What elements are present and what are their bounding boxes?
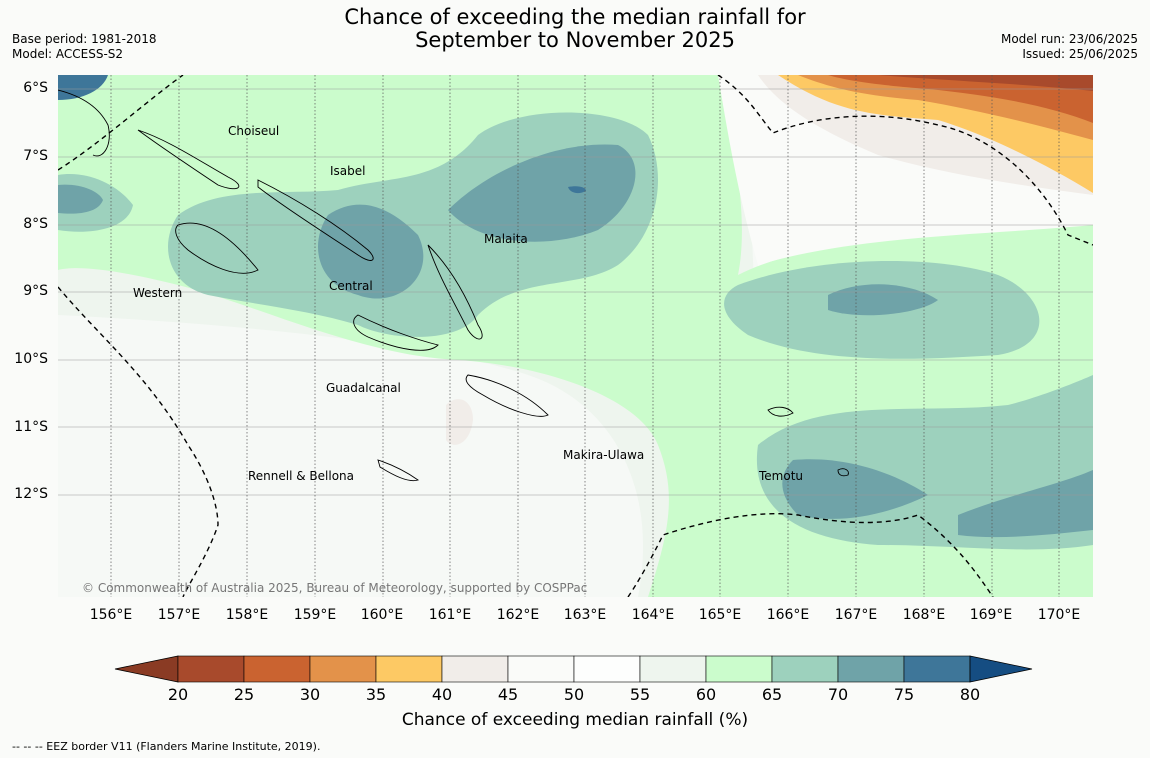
base-period: Base period: 1981-2018	[12, 32, 157, 46]
bougainville-coast	[58, 89, 110, 157]
lat-grid	[58, 88, 1093, 496]
eez-border	[58, 75, 1093, 597]
lon-label: 167°E	[834, 607, 878, 623]
colorbar-title: Chance of exceeding median rainfall (%)	[401, 710, 749, 730]
lon-grid	[110, 75, 1060, 597]
lon-label: 159°E	[293, 607, 337, 623]
band-75-80-malaita	[568, 186, 586, 194]
lon-label: 157°E	[157, 607, 201, 623]
colorbar-cell	[243, 655, 311, 683]
colorbar-over-arrow	[969, 655, 1033, 683]
lat-label: 8°S	[23, 216, 48, 232]
lon-label: 158°E	[225, 607, 269, 623]
band-70-75-west	[58, 184, 103, 214]
place-label: Choiseul	[228, 124, 280, 138]
map-title-line1: Chance of exceeding the median rainfall …	[344, 5, 806, 29]
isabel-coast	[257, 179, 374, 261]
colorbar-tick-label: 70	[827, 685, 849, 704]
choiseul-coast	[137, 129, 240, 190]
band-40-45-south	[446, 399, 473, 445]
band-70-75-central	[318, 204, 424, 299]
lon-label: 161°E	[428, 607, 472, 623]
band-20-25	[878, 75, 1093, 91]
colorbar-tick-label: 35	[365, 685, 387, 704]
eez-footnote: -- -- -- EEZ border V11 (Flanders Marine…	[12, 740, 321, 753]
place-label: Rennell & Bellona	[248, 469, 355, 483]
rainfall-map	[58, 75, 1093, 597]
colorbar-tick-label: 75	[893, 685, 915, 704]
colorbar-cell	[903, 655, 971, 683]
colorbar-tick-label: 20	[167, 685, 189, 704]
colorbar-cell	[771, 655, 839, 683]
santa-cruz-coast	[767, 406, 794, 417]
colorbar-tick-label: 65	[761, 685, 783, 704]
band-70-75-temotu	[782, 459, 928, 519]
rennell-coast	[377, 459, 420, 482]
lon-label: 165°E	[698, 607, 742, 623]
lat-label: 6°S	[23, 80, 48, 96]
colorbar-tick-label: 40	[431, 685, 453, 704]
lon-label: 168°E	[902, 607, 946, 623]
colorbar-under-arrow	[114, 655, 179, 683]
band-70-75-malaita	[448, 144, 636, 242]
colorbar-cells	[114, 655, 1033, 683]
colorbar-cell	[177, 655, 245, 683]
lon-label: 166°E	[766, 607, 810, 623]
place-label: Guadalcanal	[326, 381, 401, 395]
makira-coast	[465, 374, 549, 417]
colorbar-cell	[705, 655, 773, 683]
model-run: Model run: 23/06/2025	[1000, 32, 1138, 46]
lat-label: 10°S	[14, 351, 48, 367]
map-canvas	[58, 75, 1093, 597]
colorbar-cell	[507, 655, 575, 683]
place-label: Western	[133, 286, 183, 300]
colorbar-tick-label: 55	[629, 685, 651, 704]
place-label: Central	[329, 279, 373, 293]
place-label: Makira-Ulawa	[563, 448, 645, 462]
map-title-line2: September to November 2025	[415, 28, 735, 52]
band-25-30	[828, 75, 1093, 123]
colorbar-tick-label: 25	[233, 685, 255, 704]
temotu-islet	[837, 468, 849, 477]
colorbar-cell	[441, 655, 509, 683]
lon-label: 160°E	[360, 607, 404, 623]
lat-label: 9°S	[23, 283, 48, 299]
lon-label: 169°E	[969, 607, 1013, 623]
place-label: Isabel	[330, 164, 366, 178]
colorbar-tick-label: 30	[299, 685, 321, 704]
lat-label: 12°S	[14, 486, 48, 502]
colorbar-cell	[639, 655, 707, 683]
lon-label: 163°E	[563, 607, 607, 623]
lon-label: 156°E	[89, 607, 133, 623]
lon-label: 164°E	[631, 607, 675, 623]
guadalcanal-coast	[353, 314, 439, 351]
colorbar-tick-label: 60	[695, 685, 717, 704]
colorbar-tick-label: 80	[959, 685, 981, 704]
malaita-coast	[427, 244, 483, 340]
copyright-notice: © Commonwealth of Australia 2025, Bureau…	[82, 581, 588, 595]
colorbar-tick-label: 45	[497, 685, 519, 704]
coastlines	[58, 89, 849, 482]
place-label: Malaita	[484, 232, 528, 246]
colorbar	[114, 655, 1033, 683]
issued-date: Issued: 25/06/2025	[1022, 47, 1138, 61]
colorbar-cell	[573, 655, 641, 683]
lon-label: 162°E	[496, 607, 540, 623]
colorbar-cell	[309, 655, 377, 683]
model-name: Model: ACCESS-S2	[12, 47, 124, 61]
lat-label: 7°S	[23, 148, 48, 164]
colorbar-cell	[375, 655, 443, 683]
lat-label: 11°S	[14, 419, 48, 435]
lon-label: 170°E	[1037, 607, 1081, 623]
new-georgia-coast	[175, 222, 259, 274]
place-label: Temotu	[759, 469, 804, 483]
colorbar-cell	[837, 655, 905, 683]
colorbar-tick-label: 50	[563, 685, 585, 704]
